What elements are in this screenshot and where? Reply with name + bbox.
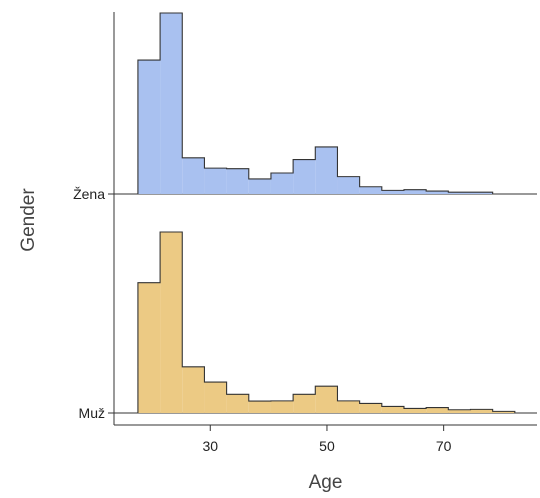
x-tick-label: 30 [202,438,218,454]
histogram-bar [160,232,183,413]
histogram-outline [137,231,516,413]
histogram-bar [248,401,271,413]
histogram-bar [137,282,161,413]
histogram-bar [248,178,271,194]
histogram-bar [448,192,471,194]
series-1 [114,231,537,414]
histogram-bar [359,403,382,413]
histogram-bar [426,191,449,194]
histogram-bar [160,13,183,194]
histogram-bar [448,409,471,413]
histogram-bar [337,400,360,413]
histogram-bar [492,411,515,413]
histogram-layer [114,12,537,414]
histogram-bar [403,189,427,194]
x-axis-ticks: 30 50 70 [202,425,452,454]
histogram-bar [204,382,227,413]
histogram-bar [226,394,249,413]
histogram-bar [381,406,404,413]
histogram-bar [426,407,449,413]
histogram-bar [137,60,161,195]
histogram-bar [359,186,382,194]
histogram-bar [270,173,294,194]
y-axis-title: Gender [18,188,39,252]
histogram-bar [204,168,227,194]
histogram-bar [470,409,493,413]
histogram-bar [182,157,205,194]
histogram-bar [293,159,316,194]
y-tick-label: Žena [73,186,105,202]
histogram-bar [337,176,360,194]
histogram-bar [315,146,338,194]
histogram-bar [381,190,404,194]
y-axis-ticks: Žena Muž [73,186,114,421]
y-tick-label: Muž [79,405,105,421]
x-axis-title: Age [309,472,343,493]
histogram-bar [403,408,427,413]
x-tick-label: 50 [319,438,335,454]
histogram-bar [226,168,249,194]
histogram-bar [270,400,294,413]
histogram-bar [315,386,338,413]
histogram-outline [137,12,515,195]
series-0 [114,12,537,195]
x-tick-label: 70 [436,438,452,454]
histogram-bar [293,394,316,413]
histogram-bar [470,192,493,194]
histogram-bar [182,366,205,413]
